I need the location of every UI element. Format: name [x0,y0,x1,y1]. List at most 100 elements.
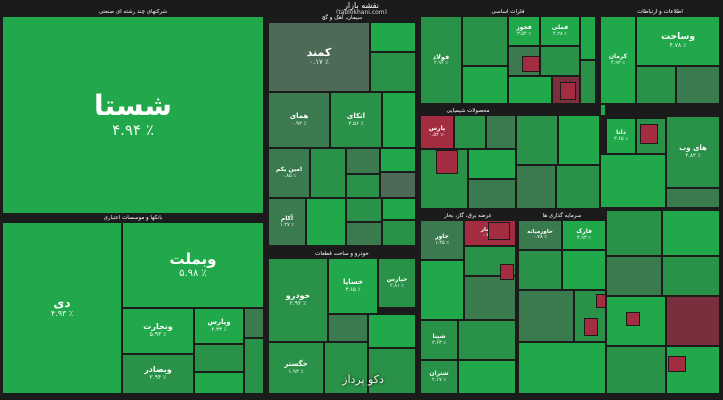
stock-cell[interactable] [662,256,720,296]
stock-cell[interactable] [518,290,574,342]
stock-cell[interactable] [668,356,686,372]
stock-cell[interactable] [626,312,640,326]
stock-cell[interactable] [640,124,658,144]
stock-cell[interactable] [468,149,516,179]
tile-khgostar[interactable]: خگستر ۱.۹۲ ٪ [268,342,324,394]
stock-cell[interactable] [468,179,516,209]
stock-cell[interactable] [462,66,508,104]
stock-cell[interactable] [382,198,416,220]
stock-cell[interactable] [666,188,720,208]
stock-cell[interactable] [516,165,556,209]
sector-label: خودرو و ساخت قطعات [268,250,416,258]
tile-symbol: دانا [616,128,626,136]
stock-cell[interactable] [636,66,676,104]
stock-cell[interactable] [508,76,552,104]
stock-cell[interactable] [462,16,508,66]
stock-cell[interactable] [458,320,516,360]
stock-cell[interactable] [346,222,382,246]
stock-cell[interactable] [368,348,416,394]
tile-vsakht[interactable]: وساخت ۴.۷۸ ٪ [636,16,720,66]
stock-cell[interactable] [580,60,596,104]
tile-pars[interactable]: پارس ۰.۵۴ ٪- [420,115,454,149]
tile-khodro[interactable]: خودرو ۲.۹۲ ٪ [268,258,328,342]
tile-vpars[interactable]: وپارس ۴.۳۳ ٪ [194,308,244,344]
stock-cell[interactable] [380,148,416,172]
stock-cell[interactable] [676,66,720,104]
tile-shepna[interactable]: شپنا ۲.۶۳ ٪ [420,320,458,360]
tile-amin-yekom[interactable]: امین یکم ۰.۸۵ ٪ [268,148,310,198]
stock-cell[interactable] [436,150,458,174]
stock-cell[interactable] [194,372,244,394]
stock-cell[interactable] [346,174,380,198]
tile-vbmellat[interactable]: وبملت ۵.۹۸ ٪ [122,222,264,308]
stock-cell[interactable] [606,346,666,394]
stock-cell[interactable] [486,115,516,149]
tile-homay[interactable]: همای ۰.۹۲ ٪ [268,92,330,148]
stock-cell[interactable] [516,115,558,165]
watermark: دکو پرداز [342,373,384,386]
stock-cell[interactable] [584,318,598,336]
tile-fkhooz[interactable]: فخوز ۳.۵۴ ٪ [508,16,540,46]
tile-vbsader[interactable]: وبصادر ۲.۹۴ ٪ [122,354,194,394]
stock-cell[interactable] [600,104,606,116]
stock-cell[interactable] [458,360,516,394]
stock-cell[interactable] [328,314,368,342]
stock-cell[interactable] [382,92,416,148]
stock-cell[interactable] [558,115,600,165]
stock-cell[interactable] [370,22,416,52]
tile-change: ۲.۸۱ ٪ [390,282,404,289]
tile-atkay[interactable]: اتکای ۲.۵۶ ٪ [330,92,382,148]
tile-foolad[interactable]: فولاد ۲.۹۶ ٪ [420,16,462,104]
stock-cell[interactable] [346,148,380,174]
stock-cell[interactable] [518,342,606,394]
stock-cell[interactable] [596,294,606,308]
stock-cell[interactable] [464,276,516,320]
stock-cell[interactable] [380,172,416,198]
stock-cell[interactable] [454,115,486,149]
stock-cell[interactable] [324,342,368,394]
stock-cell[interactable] [522,56,540,72]
tile-symbol: کرمان [608,52,628,60]
stock-cell[interactable] [244,308,264,338]
tile-kerman[interactable]: کرمان ۴.۹۲ ٪ [600,16,636,104]
stock-cell[interactable] [606,256,662,296]
stock-cell[interactable] [370,52,416,92]
tile-khpars[interactable]: خپارس ۲.۸۱ ٪ [378,258,416,308]
sector-label: عرضه برق، گاز، بخار [420,212,516,220]
tile-hay-web[interactable]: های وب ۲.۸۴ ٪ [666,116,720,188]
tile-kamand[interactable]: کمند ۰.۱۷ ٪ [268,22,370,92]
stock-cell[interactable] [562,250,606,290]
stock-cell[interactable] [666,346,720,394]
tile-vtejarat[interactable]: ونجارت ۵.۹۳ ٪ [122,308,194,354]
stock-cell[interactable] [244,338,264,394]
stock-cell[interactable] [662,210,720,256]
stock-cell[interactable] [560,82,576,100]
stock-cell[interactable] [606,210,662,256]
tile-khavar[interactable]: خاور ۱.۴۵ ٪ [420,220,464,260]
tile-shetran[interactable]: شتران ۲.۱۷ ٪ [420,360,458,394]
stock-cell[interactable] [420,260,464,320]
stock-cell[interactable] [368,314,416,348]
stock-cell[interactable] [666,296,720,346]
tile-khavarmianeh[interactable]: خاورمیانه ۰.۷۸ ٪ [518,220,562,250]
stock-cell[interactable] [580,16,596,60]
stock-cell[interactable] [382,220,416,246]
stock-cell[interactable] [600,154,666,208]
stock-cell[interactable] [346,198,382,222]
tile-shasta[interactable]: شستا ۴.۹۴ ٪ [2,16,264,214]
tile-fameli[interactable]: فملی ۴.۲۸ ٪ [540,16,580,46]
tile-khsapa[interactable]: خساپا ۳.۶۵ ٪ [328,258,378,314]
tile-change: ۱.۹۲ ٪ [288,368,304,375]
tile-dana[interactable]: دانا ۳.۶۵ ٪ [606,118,636,154]
stock-cell[interactable] [556,165,600,209]
stock-cell[interactable] [306,198,346,246]
stock-cell[interactable] [488,222,510,240]
stock-cell[interactable] [194,344,244,372]
tile-farak[interactable]: فارک ۴.۹۳ ٪ [562,220,606,250]
stock-cell[interactable] [540,46,580,76]
stock-cell[interactable] [310,148,346,198]
stock-cell[interactable] [500,264,514,280]
stock-cell[interactable] [518,250,562,290]
tile-day[interactable]: دی ۴.۹۳ ٪ [2,222,122,394]
tile-akam[interactable]: آکام ۱.۲۷ ٪ [268,198,306,246]
